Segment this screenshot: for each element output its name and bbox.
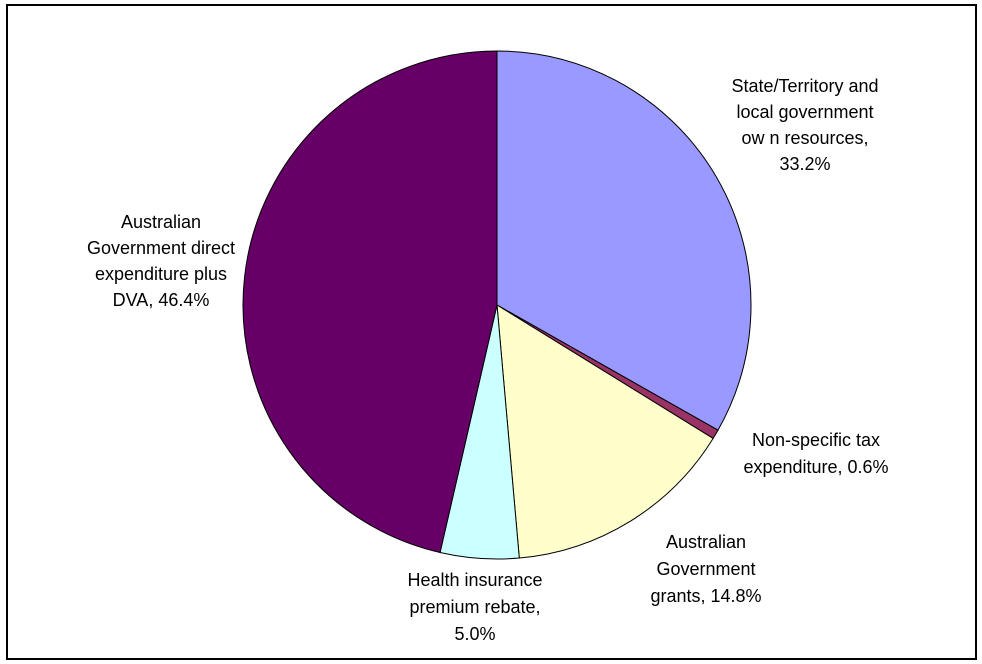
slice-label-line: premium rebate, (409, 597, 540, 617)
slice-label-line: expenditure plus (95, 264, 227, 284)
slice-label-line: local government (736, 102, 873, 122)
pie-slices (242, 50, 752, 560)
slice-label-line: Australian (666, 532, 746, 552)
slice-label-line: 33.2% (779, 154, 830, 174)
slice-label-line: 5.0% (454, 624, 495, 644)
slice-label-3: Health insurance premium rebate, 5.0% (407, 570, 542, 644)
slice-label-line: DVA, 46.4% (113, 290, 210, 310)
pie-labels: State/Territory and local government ow n … (87, 76, 889, 644)
slice-label-line: Australian (121, 212, 201, 232)
slice-label-line: Government direct (87, 238, 235, 258)
slice-label-4: Australian Government direct expenditure p… (87, 212, 235, 310)
pie-slice-2 (496, 304, 714, 559)
slice-label-line: State/Territory and (731, 76, 878, 96)
slice-label-line: Government (656, 559, 755, 579)
pie-slice-4 (242, 50, 498, 554)
slice-label-line: Non-specific tax (752, 430, 880, 450)
slice-label-0: State/Territory and local government ow n … (731, 76, 878, 174)
slice-label-2: Australian Government grants, 14.8% (650, 532, 761, 606)
slice-label-line: grants, 14.8% (650, 586, 761, 606)
slice-label-line: ow n resources, (741, 128, 868, 148)
pie-slice-0 (496, 50, 752, 431)
slice-label-line: expenditure, 0.6% (743, 457, 888, 477)
slice-label-line: Health insurance (407, 570, 542, 590)
slice-label-1: Non-specific tax expenditure, 0.6% (743, 430, 888, 477)
